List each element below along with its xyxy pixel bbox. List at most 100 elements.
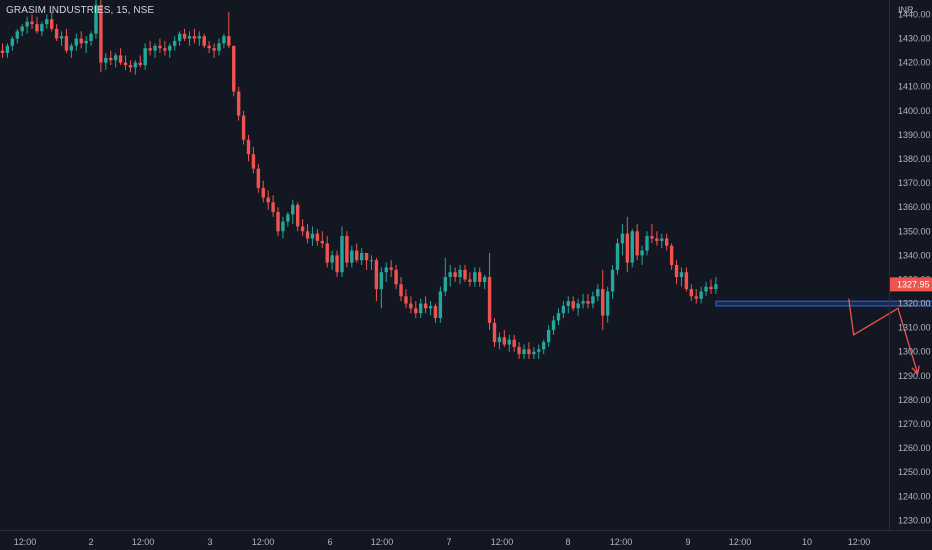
candle — [714, 277, 718, 294]
candle — [241, 110, 246, 145]
candle-body — [118, 55, 123, 63]
candle-body — [163, 48, 167, 51]
candle-body — [615, 243, 620, 270]
candle-body — [84, 40, 88, 44]
candle — [310, 226, 315, 246]
candle-body — [586, 301, 590, 304]
candle — [625, 216, 630, 273]
support-zone-layer — [715, 300, 932, 307]
candle — [704, 281, 708, 297]
candle — [359, 248, 364, 265]
candle-body — [143, 48, 147, 66]
candle — [5, 43, 10, 58]
candle — [679, 267, 684, 287]
candle-body — [650, 236, 654, 239]
candle-body — [207, 45, 211, 49]
candle — [478, 267, 482, 287]
candle-body — [271, 202, 275, 212]
candle — [419, 298, 423, 318]
last-price-box — [890, 277, 932, 292]
candle-body — [394, 269, 398, 285]
projection-path[interactable] — [848, 298, 919, 374]
candle-body — [310, 233, 315, 239]
candle — [202, 33, 206, 49]
candle — [369, 255, 374, 270]
candle-body — [182, 33, 187, 39]
candle-body — [315, 233, 320, 241]
candle — [669, 243, 674, 270]
candle — [40, 21, 44, 37]
candle — [640, 245, 644, 265]
candle-body — [25, 21, 29, 27]
candle — [286, 212, 290, 227]
candle — [15, 28, 19, 44]
candle — [389, 260, 393, 278]
candle-body — [158, 45, 162, 49]
candle-body — [492, 322, 497, 343]
candle — [374, 257, 379, 302]
candle-body — [433, 305, 438, 318]
support-zone[interactable] — [715, 300, 932, 307]
projection-arrow-head — [911, 365, 920, 375]
candle-body — [527, 349, 531, 355]
candle-body — [320, 240, 324, 244]
candle — [153, 43, 157, 58]
candle — [596, 284, 600, 302]
candle-body — [291, 204, 295, 215]
candle-body — [50, 19, 54, 29]
time-tick-label: 6 — [327, 537, 332, 547]
candle — [163, 40, 167, 56]
candle-body — [5, 45, 10, 53]
candle — [650, 224, 654, 244]
candle — [79, 31, 83, 49]
candle-body — [497, 337, 502, 343]
candle — [192, 28, 197, 44]
candle-body — [374, 260, 379, 290]
candle-body — [35, 24, 39, 32]
candle-body — [699, 291, 703, 299]
candle-body — [512, 339, 516, 347]
candle-body — [330, 255, 334, 263]
time-tick-label: 12:00 — [14, 537, 37, 547]
candle-body — [227, 36, 231, 46]
candle — [522, 344, 526, 359]
candle-body — [286, 214, 290, 222]
price-tick-label: 1240.00 — [898, 491, 931, 501]
candle-body — [665, 238, 669, 246]
candle-body — [635, 231, 639, 256]
candlestick-series — [0, 0, 718, 359]
candle — [527, 342, 531, 359]
candle-body — [369, 260, 374, 262]
candle-body — [576, 303, 580, 309]
candle-body — [463, 269, 467, 280]
projection-arrow-layer — [848, 298, 920, 375]
candle-body — [551, 320, 556, 331]
candle-body — [674, 265, 679, 278]
candle — [261, 180, 265, 203]
time-axis[interactable]: 12:00 2 12:00 3 12:00 6 12:00 7 12:00 8 12:00 9 12:0… — [14, 537, 871, 547]
candle-body — [246, 139, 251, 155]
candle — [168, 43, 172, 58]
candle — [699, 286, 703, 304]
candle — [246, 134, 251, 162]
candle — [364, 252, 369, 270]
candle-body — [173, 40, 177, 46]
candle-body — [305, 231, 310, 239]
candle — [605, 286, 610, 323]
candle-body — [655, 238, 659, 241]
candle — [296, 202, 300, 232]
candle-body — [212, 48, 216, 51]
candle — [94, 0, 98, 39]
candle-body — [133, 62, 138, 68]
candle-body — [79, 38, 83, 44]
candle-body — [256, 168, 261, 188]
candle-body — [202, 36, 206, 46]
candle — [556, 308, 561, 326]
candle — [251, 146, 256, 174]
candle-body — [350, 250, 354, 263]
candle-body — [389, 267, 393, 270]
candle-body — [487, 277, 492, 323]
candle-body — [482, 277, 487, 282]
candle-body — [168, 45, 172, 51]
